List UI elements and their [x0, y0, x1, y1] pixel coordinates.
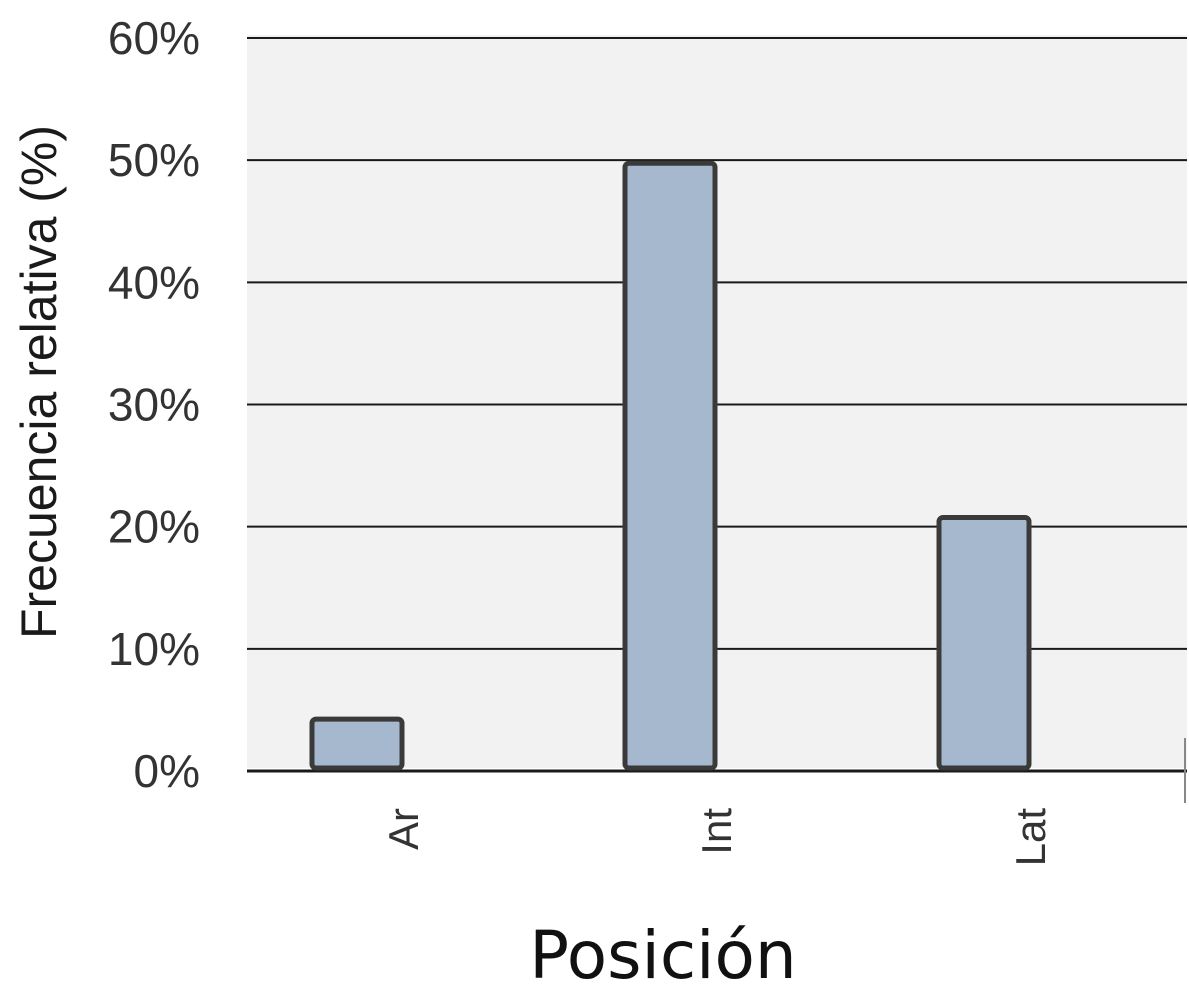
bar-int — [625, 163, 715, 768]
y-tick-label: 30% — [108, 379, 200, 431]
y-tick-label: 20% — [108, 501, 200, 553]
y-tick-label: 60% — [108, 12, 200, 64]
y-tick-labels: 0% 10% 20% 30% 40% 50% 60% — [108, 12, 200, 797]
x-tick-labels: Ar Int Lat — [380, 808, 1054, 867]
x-tick-label-lat: Lat — [1007, 808, 1054, 867]
x-axis-title: Posición — [529, 917, 796, 993]
bar-lat — [939, 518, 1029, 768]
y-tick-label: 10% — [108, 623, 200, 675]
y-tick-label: 0% — [134, 745, 200, 797]
x-tick-label-int: Int — [693, 808, 740, 855]
bar-ar — [312, 719, 402, 768]
y-tick-label: 50% — [108, 134, 200, 186]
y-tick-label: 40% — [108, 256, 200, 308]
y-axis-title: Frecuencia relativa (%) — [11, 125, 67, 639]
x-tick-label-ar: Ar — [380, 808, 427, 850]
